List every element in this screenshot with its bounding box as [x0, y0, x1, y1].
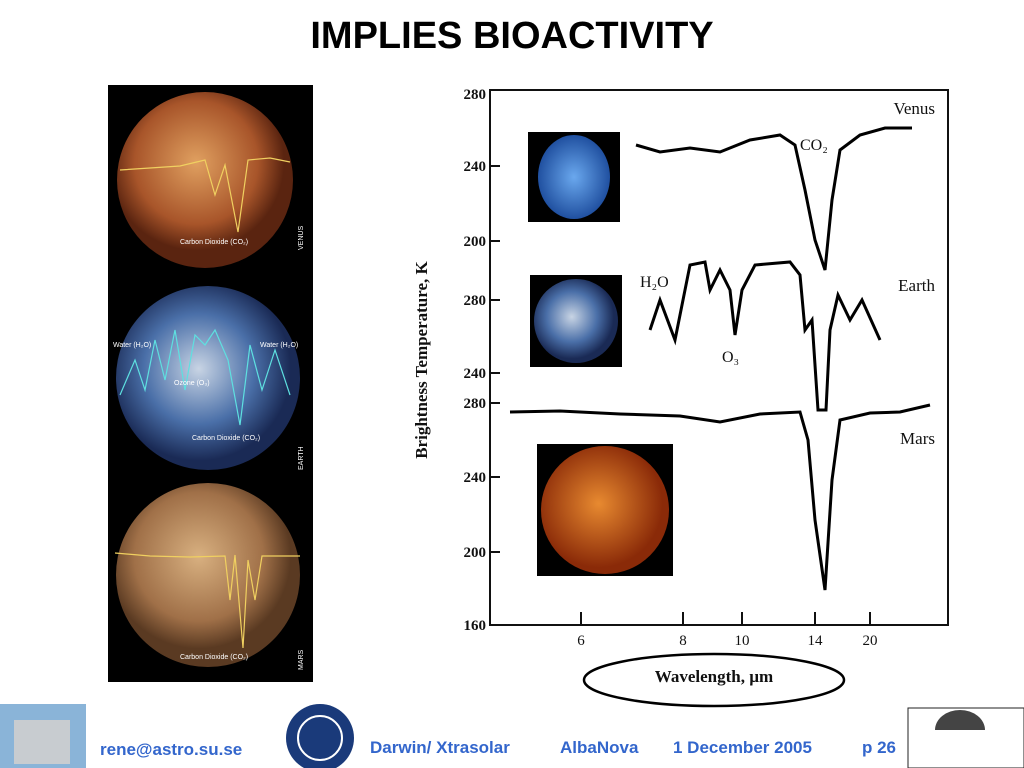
planet-name: MARS — [298, 649, 305, 670]
molecule-label: O₃ — [722, 349, 739, 366]
dome — [935, 710, 985, 730]
y-tick-label: 280 — [464, 293, 487, 309]
y-tick-label: 240 — [464, 159, 487, 175]
earth-spectrum — [119, 328, 291, 426]
x-axis-label: Wavelength, µm — [655, 667, 773, 686]
x-tick-label: 20 — [863, 633, 878, 649]
footer-project: Darwin/ Xtrasolar — [370, 738, 510, 757]
highlight-ellipse — [582, 652, 846, 708]
planet-name: VENUS — [298, 226, 305, 250]
molecule-label: CO₂ — [800, 137, 828, 154]
panel-name: Earth — [898, 276, 935, 295]
panel-label: Carbon Dioxide (CO₂) — [192, 435, 260, 442]
planet-name: EARTH — [298, 446, 305, 470]
planet-panels: Carbon Dioxide (CO₂) VENUS Water (H₂O) W… — [108, 85, 313, 682]
y-tick-label: 280 — [464, 396, 487, 412]
footer-place: AlbaNova — [560, 738, 639, 757]
panel-label: Carbon Dioxide (CO₂) — [180, 239, 248, 246]
footer: rene@astro.su.se Darwin/ Xtrasolar AlbaN… — [0, 704, 1024, 768]
panel-label: Water (H₂O) — [113, 342, 151, 349]
panel-name: Mars — [900, 429, 935, 448]
y-axis-label: Brightness Temperature, K — [412, 260, 431, 458]
mars-image — [116, 483, 300, 667]
y-tick-label: 240 — [464, 470, 487, 486]
x-tick-label: 6 — [577, 633, 585, 649]
mars-disk — [541, 446, 669, 574]
panel-label: Ozone (O₃) — [174, 380, 210, 387]
y-tick-label: 240 — [464, 366, 487, 382]
seal-ring — [297, 715, 343, 761]
panel-label: Water (H₂O) — [260, 342, 298, 349]
mars-spectrum — [114, 552, 300, 649]
x-tick-label: 10 — [735, 633, 750, 649]
molecule-label: H₂O — [640, 274, 669, 291]
x-tick-label: 14 — [808, 633, 824, 649]
x-tick-label: 8 — [679, 633, 687, 649]
spectra — [509, 126, 931, 591]
earth-disk — [534, 279, 618, 363]
footer-email: rene@astro.su.se — [100, 740, 242, 759]
building — [14, 720, 70, 764]
footer-date: 1 December 2005 — [673, 738, 812, 757]
venus-image — [117, 92, 293, 268]
ticks — [490, 165, 871, 625]
venus-spectrum — [119, 157, 291, 233]
y-tick-label: 200 — [464, 234, 487, 250]
footer-page: p 26 — [862, 738, 896, 757]
venus-disk — [538, 135, 610, 219]
university-seal — [286, 704, 354, 768]
spectra-figure: 280 240 200 280 240 280 240 200 160 6 8 … — [412, 87, 949, 708]
y-tick-label: 160 — [464, 618, 487, 634]
title: IMPLIES BIOACTIVITY — [310, 15, 713, 57]
panel-label: Carbon Dioxide (CO₂) — [180, 654, 248, 661]
y-tick-label: 280 — [464, 87, 487, 103]
earth-image — [116, 286, 300, 470]
axes-frame — [489, 89, 949, 626]
panel-name: Venus — [893, 99, 935, 118]
y-tick-label: 200 — [464, 545, 487, 561]
